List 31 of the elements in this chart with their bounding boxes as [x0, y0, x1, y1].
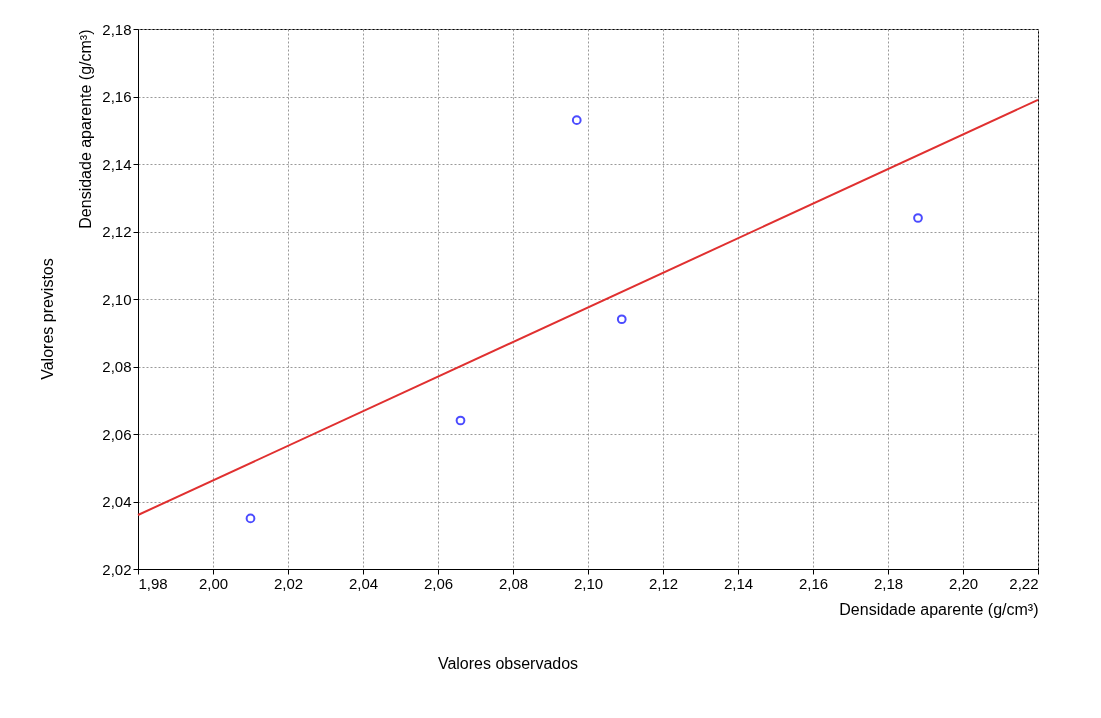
x-tick-label: 2,12 — [648, 574, 679, 592]
point — [913, 213, 923, 223]
x-tick-label: 2,20 — [948, 574, 979, 592]
x-tick-label: 2,22 — [1009, 574, 1039, 592]
y-tick-label: 2,12 — [102, 223, 132, 240]
y-tick-label: 2,16 — [102, 88, 132, 105]
y-tick-label: 2,10 — [102, 290, 132, 308]
y-axis-title: Densidade aparente (g/cm³) — [77, 29, 95, 229]
point — [245, 513, 256, 524]
x-tick-label: 2,04 — [348, 574, 379, 592]
x-tick-label: 2,08 — [498, 574, 529, 592]
text: Valores observados — [437, 655, 579, 672]
point — [616, 314, 627, 325]
y-tick-label: 2,14 — [102, 155, 132, 173]
x-tick-label: 1,98 — [138, 574, 168, 592]
y-tick-label: 2,18 — [102, 20, 132, 38]
x-tick-label: 2,16 — [798, 574, 829, 592]
y-tick-label: 2,08 — [102, 358, 132, 375]
x-tick-label: 2,18 — [873, 574, 904, 592]
point — [455, 415, 466, 426]
y-tick-label: 2,06 — [102, 425, 132, 443]
x-tick-label: 2,06 — [423, 574, 454, 592]
x-tick-label: 2,02 — [273, 574, 304, 592]
point — [571, 115, 582, 125]
x-tick-label: 2,14 — [723, 574, 754, 592]
text: Valores previstos — [39, 258, 56, 380]
x-tick-label: 2,00 — [198, 574, 229, 592]
y-tick-label: 2,04 — [102, 493, 132, 510]
y-tick-label: 2,02 — [102, 560, 132, 578]
x-axis-title: Densidade aparente (g/cm³) — [839, 600, 1039, 618]
x-tick-label: 2,10 — [573, 574, 604, 592]
